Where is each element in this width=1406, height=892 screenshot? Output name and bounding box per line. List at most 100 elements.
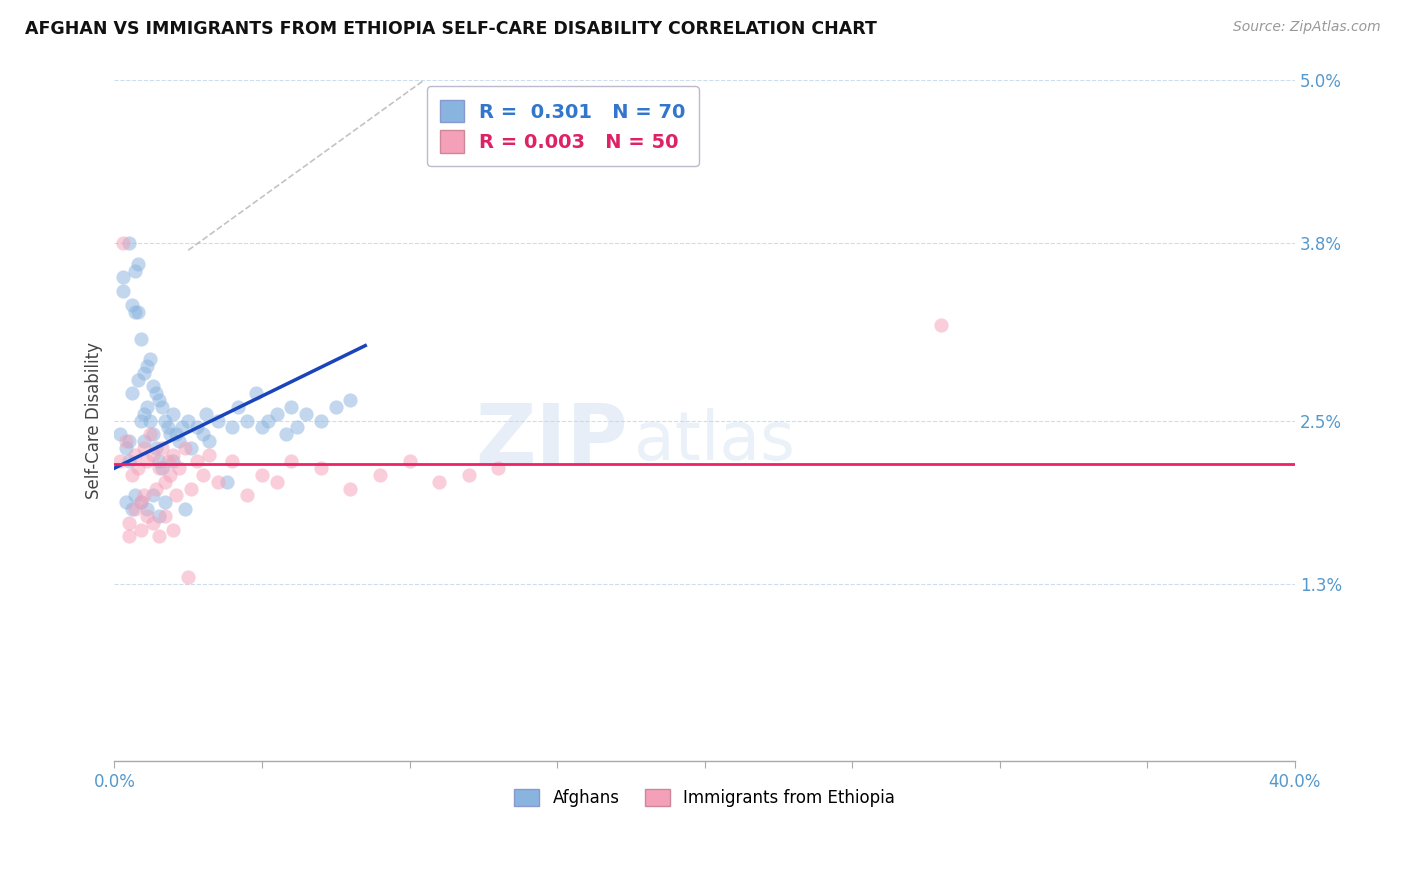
Point (127, 304, 149, 318)
Point (180, 441, 202, 455)
Point (174, 441, 197, 455)
Point (236, 413, 259, 427)
Legend: Afghans, Immigrants from Ethiopia: Afghans, Immigrants from Ethiopia (508, 782, 901, 814)
Text: ZIP: ZIP (475, 401, 628, 482)
Point (221, 454, 243, 468)
Point (142, 448, 165, 462)
Point (169, 434, 191, 448)
Point (186, 454, 208, 468)
Point (132, 441, 155, 455)
Point (280, 454, 302, 468)
Point (129, 413, 152, 427)
Point (295, 407, 318, 421)
Point (121, 502, 143, 516)
Point (162, 407, 184, 421)
Point (118, 529, 141, 543)
Point (129, 495, 152, 509)
Point (153, 475, 176, 489)
Point (169, 461, 191, 475)
Point (153, 413, 176, 427)
Point (280, 400, 302, 414)
Point (124, 502, 146, 516)
Point (139, 352, 162, 367)
Point (162, 454, 184, 468)
Point (148, 393, 170, 408)
Point (172, 420, 194, 434)
Point (132, 434, 155, 448)
Point (325, 400, 347, 414)
Point (110, 427, 132, 442)
Point (207, 475, 229, 489)
Point (274, 427, 297, 442)
Point (150, 461, 173, 475)
Point (929, 318, 952, 333)
Point (191, 468, 214, 483)
Point (148, 461, 170, 475)
Point (339, 482, 361, 496)
Point (174, 502, 197, 516)
Point (486, 461, 509, 475)
Point (159, 427, 181, 442)
Point (228, 400, 250, 414)
Point (124, 488, 146, 502)
Y-axis label: Self-Care Disability: Self-Care Disability (86, 342, 103, 499)
Point (118, 236, 141, 251)
Point (198, 434, 221, 448)
Point (118, 434, 141, 448)
Point (165, 427, 187, 442)
Point (142, 488, 165, 502)
Point (236, 488, 259, 502)
Point (148, 529, 170, 543)
Point (165, 488, 187, 502)
Point (309, 461, 332, 475)
Point (339, 393, 361, 408)
Point (142, 379, 165, 393)
Point (124, 448, 146, 462)
Point (112, 236, 135, 251)
Point (135, 400, 157, 414)
Point (266, 407, 288, 421)
Point (145, 482, 167, 496)
Point (153, 508, 176, 523)
Point (245, 386, 267, 401)
Point (121, 386, 143, 401)
Point (127, 257, 149, 271)
Point (398, 454, 420, 468)
Point (266, 475, 288, 489)
Point (135, 508, 157, 523)
Point (148, 508, 170, 523)
Point (207, 413, 229, 427)
Point (135, 359, 157, 373)
Point (135, 454, 157, 468)
Point (180, 482, 202, 496)
Point (156, 420, 179, 434)
Point (368, 468, 391, 483)
Point (129, 523, 152, 537)
Point (250, 420, 273, 434)
Point (250, 468, 273, 483)
Point (124, 304, 146, 318)
Point (142, 427, 165, 442)
Point (115, 434, 138, 448)
Point (148, 454, 170, 468)
Point (177, 570, 200, 584)
Point (156, 454, 179, 468)
Point (162, 448, 184, 462)
Point (118, 516, 141, 530)
Point (132, 488, 155, 502)
Point (221, 420, 243, 434)
Point (112, 270, 135, 285)
Point (127, 461, 149, 475)
Point (115, 441, 138, 455)
Point (150, 441, 173, 455)
Point (139, 413, 162, 427)
Point (309, 413, 332, 427)
Point (145, 386, 167, 401)
Point (135, 502, 157, 516)
Point (153, 495, 176, 509)
Point (150, 400, 173, 414)
Point (115, 495, 138, 509)
Point (132, 366, 155, 380)
Point (215, 475, 238, 489)
Point (127, 373, 149, 387)
